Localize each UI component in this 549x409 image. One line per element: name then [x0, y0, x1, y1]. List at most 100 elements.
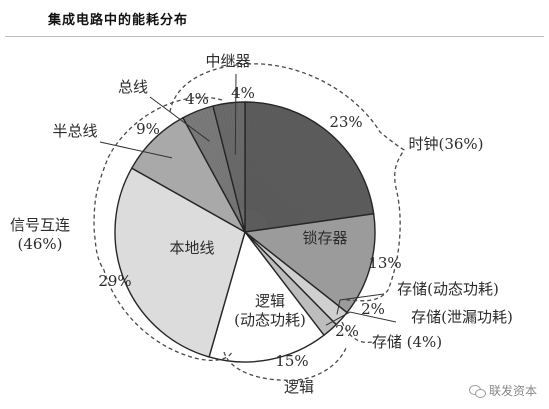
slice-texture-line	[264, 158, 352, 219]
slice-texture-line	[267, 198, 370, 227]
slice-texture-line	[198, 111, 237, 211]
slice-texture-line	[256, 120, 310, 212]
pie-slice-clock	[244, 101, 375, 233]
slice-texture-line	[215, 106, 240, 210]
slice-label-local-wire: 本地线	[169, 239, 214, 257]
slice-texture-line	[267, 201, 371, 227]
group-outline-interconnect	[93, 96, 233, 362]
slice-texture-line	[258, 128, 322, 214]
slice-texture-line	[254, 113, 297, 211]
slice-texture-line	[246, 103, 256, 209]
slice-texture-line	[266, 187, 367, 225]
slice-texture-line	[266, 177, 363, 223]
slice-texture-line	[250, 106, 277, 210]
slice-texture-line	[261, 142, 338, 216]
slice-texture-line	[266, 184, 365, 224]
watermark-text: 联发资本	[488, 384, 537, 398]
slice-texture-line	[253, 111, 291, 211]
group-outline-clock	[169, 63, 405, 302]
slice-texture-line	[205, 109, 239, 210]
slice-texture-line	[192, 114, 236, 211]
slice-label-latch: 锁存器	[302, 229, 347, 247]
slice-texture-line	[267, 194, 369, 226]
slice-value-global-bus: 4%	[185, 90, 209, 108]
slice-texture-line	[245, 102, 248, 209]
slice-texture-line	[259, 132, 328, 215]
slice-label-logic: 逻辑(动态功耗)	[234, 292, 306, 329]
slice-value-latch: 13%	[368, 254, 401, 272]
slice-texture-line	[263, 156, 350, 219]
slice-texture-line	[253, 112, 294, 211]
pie-slice-logic	[208, 231, 325, 363]
leader-memory-leakage	[325, 311, 397, 326]
slice-texture-line	[264, 161, 354, 220]
slice-texture-line	[262, 144, 341, 217]
slice-texture-line	[251, 107, 280, 210]
slice-texture-line	[267, 208, 372, 228]
slice-texture-line	[240, 103, 245, 209]
slice-value-clock: 23%	[329, 113, 362, 131]
slice-texture-line	[255, 116, 304, 212]
wechat-icon	[468, 384, 486, 398]
slice-texture-line	[247, 103, 259, 209]
slice-value-local-wire: 29%	[98, 272, 131, 290]
leader-semi-global	[99, 141, 173, 159]
slice-texture-line	[268, 212, 373, 229]
slice-texture-line	[260, 137, 333, 215]
slice-texture-line	[245, 103, 252, 209]
pie-slice-local-wire	[114, 167, 246, 358]
slice-texture-line	[263, 153, 348, 218]
label-memory-leakage: 存储(泄漏功耗)	[411, 308, 513, 326]
slice-texture-line	[261, 139, 336, 216]
slice-texture-line	[257, 122, 313, 213]
watermark: 联发资本	[468, 382, 537, 399]
slice-texture-line	[252, 109, 287, 210]
slice-texture-line	[260, 134, 331, 215]
slice-value-semi-global: 9%	[136, 120, 160, 138]
slice-texture-line	[265, 171, 359, 222]
slice-value-repeater: 4%	[231, 84, 255, 102]
slice-label-semi-global: 半总线	[52, 122, 97, 140]
pie-slice-latch	[244, 213, 376, 314]
pie-slice-repeater	[212, 101, 246, 233]
page-title: 集成电路中的能耗分布	[48, 13, 189, 28]
label-memory-dynamic: 存储(动态功耗)	[397, 280, 499, 298]
slice-texture-line	[257, 124, 316, 213]
slice-texture-line	[255, 118, 307, 212]
slice-texture-line	[267, 205, 372, 228]
slice-texture-line	[222, 104, 242, 209]
group-label-memory-group: 存储 (4%)	[372, 333, 442, 351]
slice-texture-line	[202, 110, 238, 210]
slice-texture-line	[262, 150, 346, 218]
slice-texture-line	[209, 108, 239, 210]
slice-value-logic: 15%	[275, 352, 308, 370]
slice-texture-line	[265, 168, 358, 221]
slice-texture-line	[262, 147, 343, 217]
slice-texture-line	[185, 117, 235, 212]
group-label-logic-group: 逻辑	[284, 378, 314, 396]
slice-texture-line	[237, 103, 244, 209]
group-outline-logic	[223, 347, 347, 381]
leader-memory-dynamic	[336, 293, 385, 315]
title-divider	[5, 36, 544, 37]
leader-repeater	[234, 73, 237, 155]
slice-texture-line	[226, 104, 242, 209]
slice-texture-line	[249, 105, 270, 210]
slice-texture-line	[254, 115, 301, 211]
slice-texture-line	[249, 105, 273, 210]
slice-texture-line	[229, 103, 243, 209]
slice-texture-line	[267, 191, 368, 225]
leader-global-bus	[149, 96, 210, 142]
slice-value-mem-leak: 2%	[361, 300, 385, 318]
slice-texture-line	[265, 174, 361, 222]
slice-texture-line	[219, 105, 241, 210]
slice-texture-line	[247, 104, 263, 209]
slice-texture-line	[195, 112, 237, 211]
slice-label-global-bus: 总线	[118, 78, 148, 96]
slice-label-repeater: 中继器	[205, 52, 250, 70]
group-outline-memory	[341, 321, 373, 344]
slice-texture-line	[251, 108, 284, 210]
slice-texture-line	[248, 104, 266, 209]
